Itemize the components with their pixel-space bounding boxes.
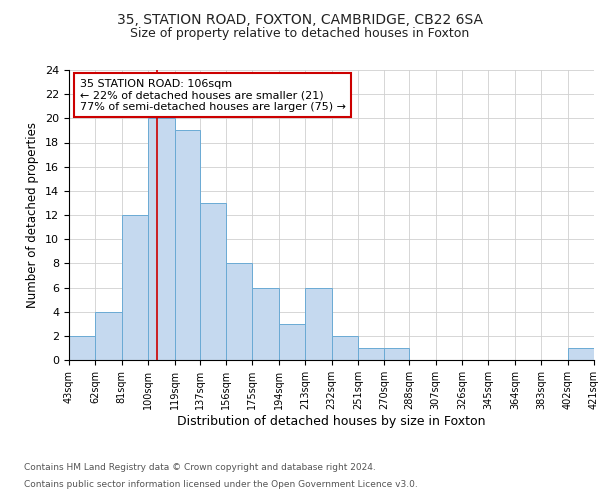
Bar (69, 336, 95, 360)
Text: 35 STATION ROAD: 106sqm
← 22% of detached houses are smaller (21)
77% of semi-de: 35 STATION ROAD: 106sqm ← 22% of detache… (79, 78, 346, 112)
Text: Contains HM Land Registry data © Crown copyright and database right 2024.: Contains HM Land Registry data © Crown c… (24, 464, 376, 472)
Bar (175, 130, 200, 360)
Bar (253, 288, 279, 360)
Bar (384, 348, 409, 360)
Bar (122, 215, 148, 360)
Text: Contains public sector information licensed under the Open Government Licence v3: Contains public sector information licen… (24, 480, 418, 489)
Text: 35, STATION ROAD, FOXTON, CAMBRIDGE, CB22 6SA: 35, STATION ROAD, FOXTON, CAMBRIDGE, CB2… (117, 12, 483, 26)
Bar (200, 203, 226, 360)
Bar (305, 288, 331, 360)
Bar (148, 118, 175, 360)
Bar (95, 312, 122, 360)
X-axis label: Distribution of detached houses by size in Foxton: Distribution of detached houses by size … (177, 414, 486, 428)
Y-axis label: Number of detached properties: Number of detached properties (26, 122, 40, 308)
Text: Size of property relative to detached houses in Foxton: Size of property relative to detached ho… (130, 28, 470, 40)
Bar (358, 348, 384, 360)
Bar (279, 324, 305, 360)
Bar (568, 348, 594, 360)
Bar (226, 264, 253, 360)
Bar (331, 336, 358, 360)
